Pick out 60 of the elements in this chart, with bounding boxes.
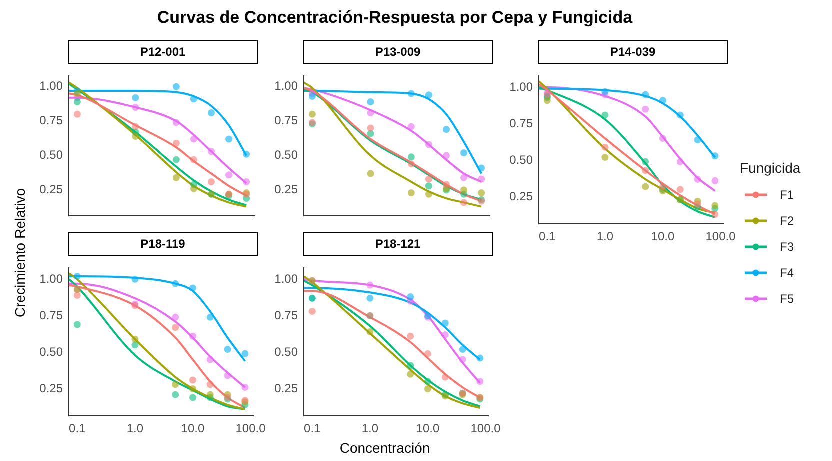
x-tick-label: 100.0 — [470, 422, 502, 436]
point — [459, 356, 466, 364]
text: Concentración — [338, 440, 432, 456]
x-tick-label: 100.0 — [236, 422, 266, 436]
point — [424, 350, 432, 358]
point — [407, 293, 414, 300]
x-tick-label: 100.0 — [706, 230, 736, 244]
chart-title: P13-009 — [303, 40, 493, 64]
x-tick-label: 1.0 — [126, 422, 144, 436]
y-tick-label: 0.75 — [40, 308, 64, 322]
y-tick-label: 0.75 — [510, 116, 534, 130]
y-tick-label: 0.50 — [40, 148, 64, 162]
y-tick-label: 0.50 — [40, 344, 64, 359]
x-tick-label: 1.0 — [596, 230, 614, 244]
text: Curvas de Concentración-Respuesta por Cepa y Fungicida — [156, 8, 634, 28]
y-tick-label: 1.00 — [510, 80, 534, 94]
y-tick-label: 0.50 — [274, 344, 298, 359]
y-tick-label: 0.50 — [274, 148, 298, 162]
x-tick-label: 1.0 — [362, 422, 379, 436]
y-tick-label: 1.00 — [40, 79, 64, 94]
y-tick-label: 0.25 — [274, 182, 298, 197]
point — [442, 331, 449, 338]
point — [442, 320, 449, 327]
point — [476, 378, 484, 386]
legend-label: F4 — [780, 266, 794, 280]
point — [424, 385, 432, 392]
y-tick-label: 0.75 — [274, 308, 298, 322]
x-tick-label: 0.1 — [69, 422, 86, 436]
y-tick-label: 1.00 — [40, 272, 64, 286]
text: Crecimiento Relativo — [12, 187, 28, 320]
chart-title: P14-039 — [538, 40, 728, 64]
legend-label: F2 — [780, 214, 794, 228]
legend-label: F1 — [780, 188, 794, 202]
y-tick-label: 0.75 — [274, 114, 298, 128]
y-tick-label: 1.00 — [274, 272, 298, 286]
legend-title: Fungicida — [740, 160, 801, 176]
y-tick-label: 1.00 — [274, 79, 298, 94]
legend-label: F3 — [780, 240, 794, 254]
y-tick-label: 0.75 — [40, 114, 64, 128]
point — [442, 374, 449, 381]
x-tick-label: 10.0 — [651, 230, 675, 244]
point — [459, 346, 466, 354]
legend-label: F5 — [780, 292, 794, 306]
y-tick-label: 0.50 — [510, 152, 534, 167]
point — [407, 370, 414, 378]
x-tick-label: 0.1 — [539, 230, 556, 244]
point — [407, 332, 414, 340]
y-tick-label: 0.25 — [40, 381, 64, 396]
x-tick-label: 10.0 — [181, 422, 205, 436]
point — [476, 354, 484, 362]
y-tick-label: 0.25 — [40, 182, 64, 197]
y-tick-label: 0.25 — [510, 189, 534, 204]
point — [424, 378, 432, 386]
chart-title: P12-001 — [68, 40, 258, 64]
x-tick-label: 0.1 — [304, 422, 322, 436]
chart-title: P18-121 — [303, 232, 493, 256]
x-tick-label: 10.0 — [416, 422, 440, 436]
chart-title: P18-119 — [68, 232, 258, 256]
y-tick-label: 0.25 — [274, 381, 298, 396]
point — [407, 362, 414, 370]
